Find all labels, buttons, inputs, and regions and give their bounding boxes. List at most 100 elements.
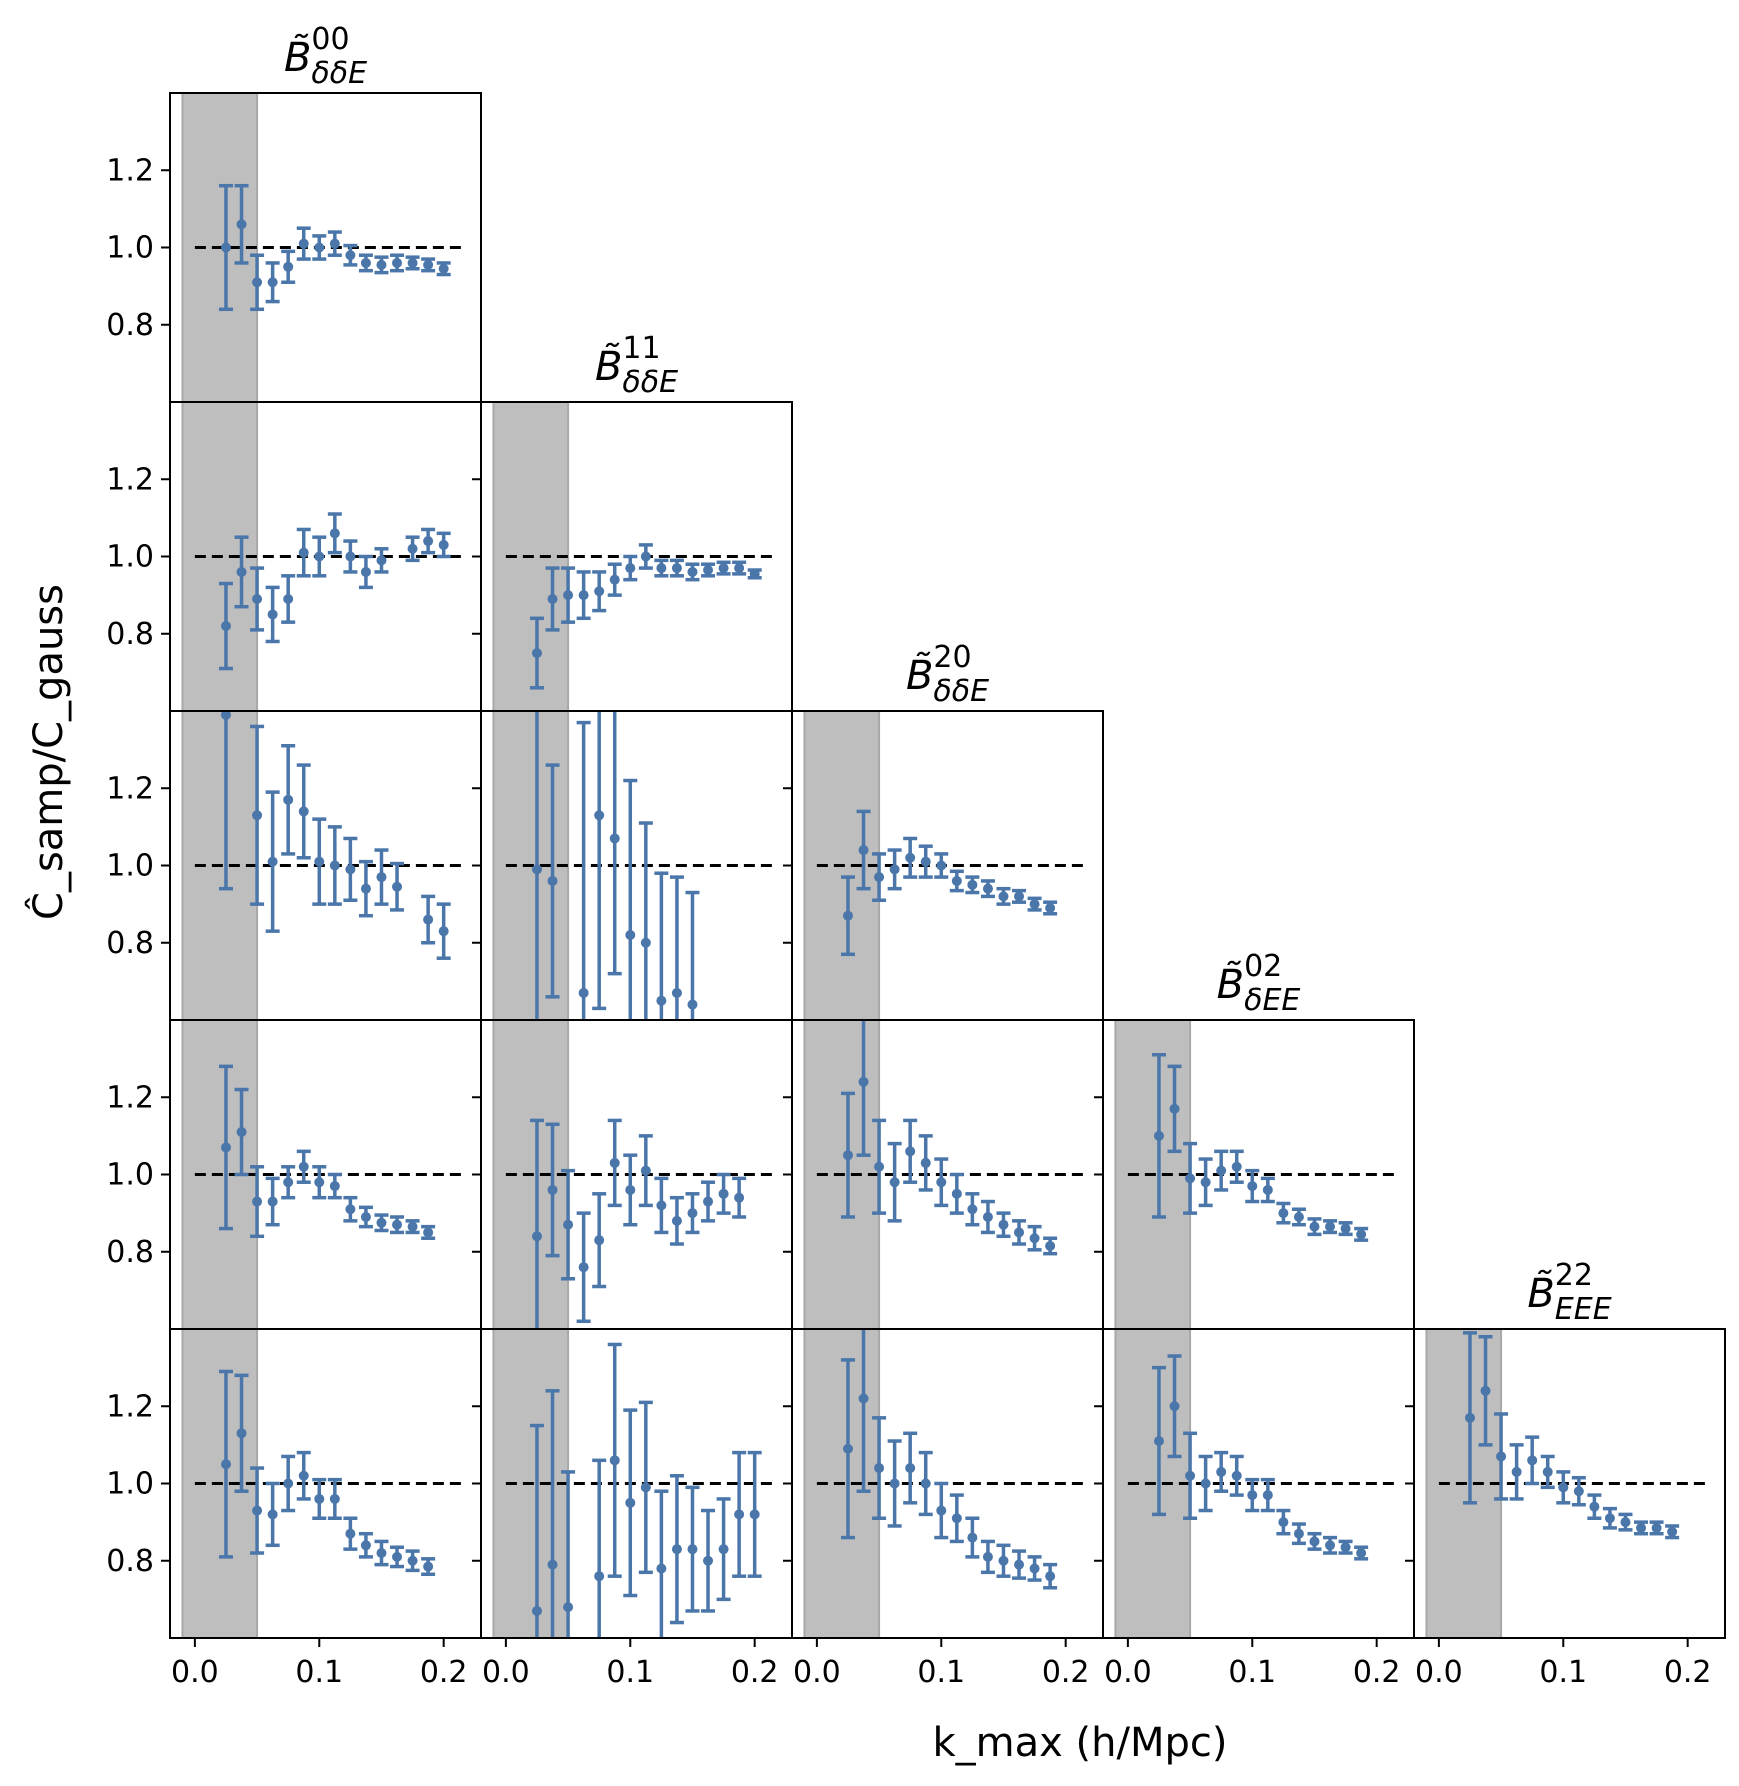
data-point: [1291, 1522, 1306, 1546]
data-point: [732, 1176, 747, 1219]
data-marker: [283, 261, 294, 272]
y-tick-label: 1.2: [106, 153, 154, 188]
data-point: [1323, 1535, 1338, 1555]
data-marker: [1247, 1490, 1258, 1501]
data-marker: [407, 257, 418, 268]
data-point: [281, 249, 296, 285]
data-point: [1276, 1508, 1291, 1536]
data-marker: [889, 864, 900, 875]
data-marker: [531, 648, 542, 659]
panel-r2-c2: [783, 710, 1104, 1021]
data-point: [747, 1450, 762, 1578]
panel-plot-area: [1114, 1329, 1396, 1638]
data-point: [701, 562, 716, 578]
data-point: [358, 1205, 373, 1229]
data-point: [405, 1219, 420, 1235]
panel-r3-c0: 0.8 1.0 1.2: [106, 1019, 482, 1330]
data-point: [343, 1195, 358, 1223]
data-point: [436, 261, 451, 277]
data-marker: [842, 1150, 853, 1161]
data-marker: [656, 1563, 667, 1574]
data-point: [374, 547, 389, 574]
data-point: [1183, 1431, 1198, 1521]
data-marker: [1045, 902, 1056, 913]
data-marker: [656, 1200, 667, 1211]
data-point: [296, 226, 311, 261]
x-tick-label: 0.1: [917, 1655, 965, 1690]
data-marker: [1169, 1103, 1180, 1114]
data-point: [1167, 1064, 1182, 1154]
data-point: [545, 1389, 560, 1638]
data-marker: [640, 551, 651, 562]
data-point: [529, 616, 544, 690]
data-point: [1027, 1555, 1042, 1582]
data-point: [747, 568, 762, 580]
panel-plot-area: [492, 1329, 774, 1638]
data-point: [996, 1211, 1011, 1239]
panel-plot-area: [1114, 1020, 1396, 1329]
panel-plot-area: [803, 1329, 1085, 1638]
y-tick-label: 1.0: [106, 849, 154, 884]
data-marker: [345, 1528, 356, 1539]
data-point: [1198, 1454, 1213, 1513]
data-marker: [1542, 1466, 1553, 1477]
x-tick-label: 0.2: [1664, 1655, 1712, 1690]
data-point: [250, 1165, 265, 1239]
data-marker: [905, 1146, 916, 1157]
data-marker: [858, 845, 869, 856]
data-marker: [267, 856, 278, 867]
data-marker: [874, 872, 885, 883]
data-marker: [1247, 1181, 1258, 1192]
data-point: [887, 1141, 902, 1223]
data-point: [1354, 1545, 1369, 1561]
data-marker: [842, 910, 853, 921]
data-marker: [1200, 1177, 1211, 1188]
data-marker: [951, 1513, 962, 1524]
data-marker: [392, 881, 403, 892]
data-point: [965, 1192, 980, 1227]
data-marker: [1464, 1412, 1475, 1423]
data-point: [405, 255, 420, 271]
data-marker: [423, 536, 434, 547]
data-marker: [640, 1165, 651, 1176]
data-marker: [329, 1181, 340, 1192]
x-axis-label: k_max (h/Mpc): [933, 1720, 1228, 1766]
data-point: [312, 817, 327, 906]
data-point: [934, 852, 949, 879]
data-marker: [936, 1505, 947, 1516]
data-marker: [936, 1177, 947, 1188]
data-marker: [329, 1493, 340, 1504]
data-point: [1323, 1219, 1338, 1235]
data-marker: [1604, 1513, 1615, 1524]
data-marker: [236, 566, 247, 577]
data-marker: [252, 277, 263, 288]
data-point: [405, 535, 420, 563]
data-marker: [749, 1509, 760, 1520]
data-marker: [718, 1188, 729, 1199]
data-point: [250, 724, 265, 906]
data-point: [903, 1118, 918, 1184]
data-marker: [236, 219, 247, 230]
data-marker: [889, 1478, 900, 1489]
y-axis-label: Ĉ_samp/C_gauss: [24, 584, 72, 920]
panel-plot-area: [181, 711, 463, 1020]
data-point: [358, 1531, 373, 1559]
data-point: [576, 1211, 591, 1324]
data-marker: [345, 250, 356, 261]
data-marker: [687, 1208, 698, 1219]
data-marker: [625, 930, 636, 941]
panel-plot-area: [492, 711, 774, 1020]
data-marker: [920, 856, 931, 867]
data-marker: [687, 999, 698, 1010]
data-marker: [1309, 1536, 1320, 1547]
data-point: [856, 809, 871, 891]
data-marker: [671, 1544, 682, 1555]
data-marker: [283, 593, 294, 604]
panel-plot-area: [181, 93, 463, 402]
data-point: [685, 1192, 700, 1235]
data-marker: [578, 590, 589, 601]
panel-r4-c3: 0.0 0.1 0.2: [1094, 1328, 1415, 1690]
data-point: [265, 261, 280, 304]
data-marker: [345, 1204, 356, 1215]
title-superscript: 11: [622, 331, 660, 366]
